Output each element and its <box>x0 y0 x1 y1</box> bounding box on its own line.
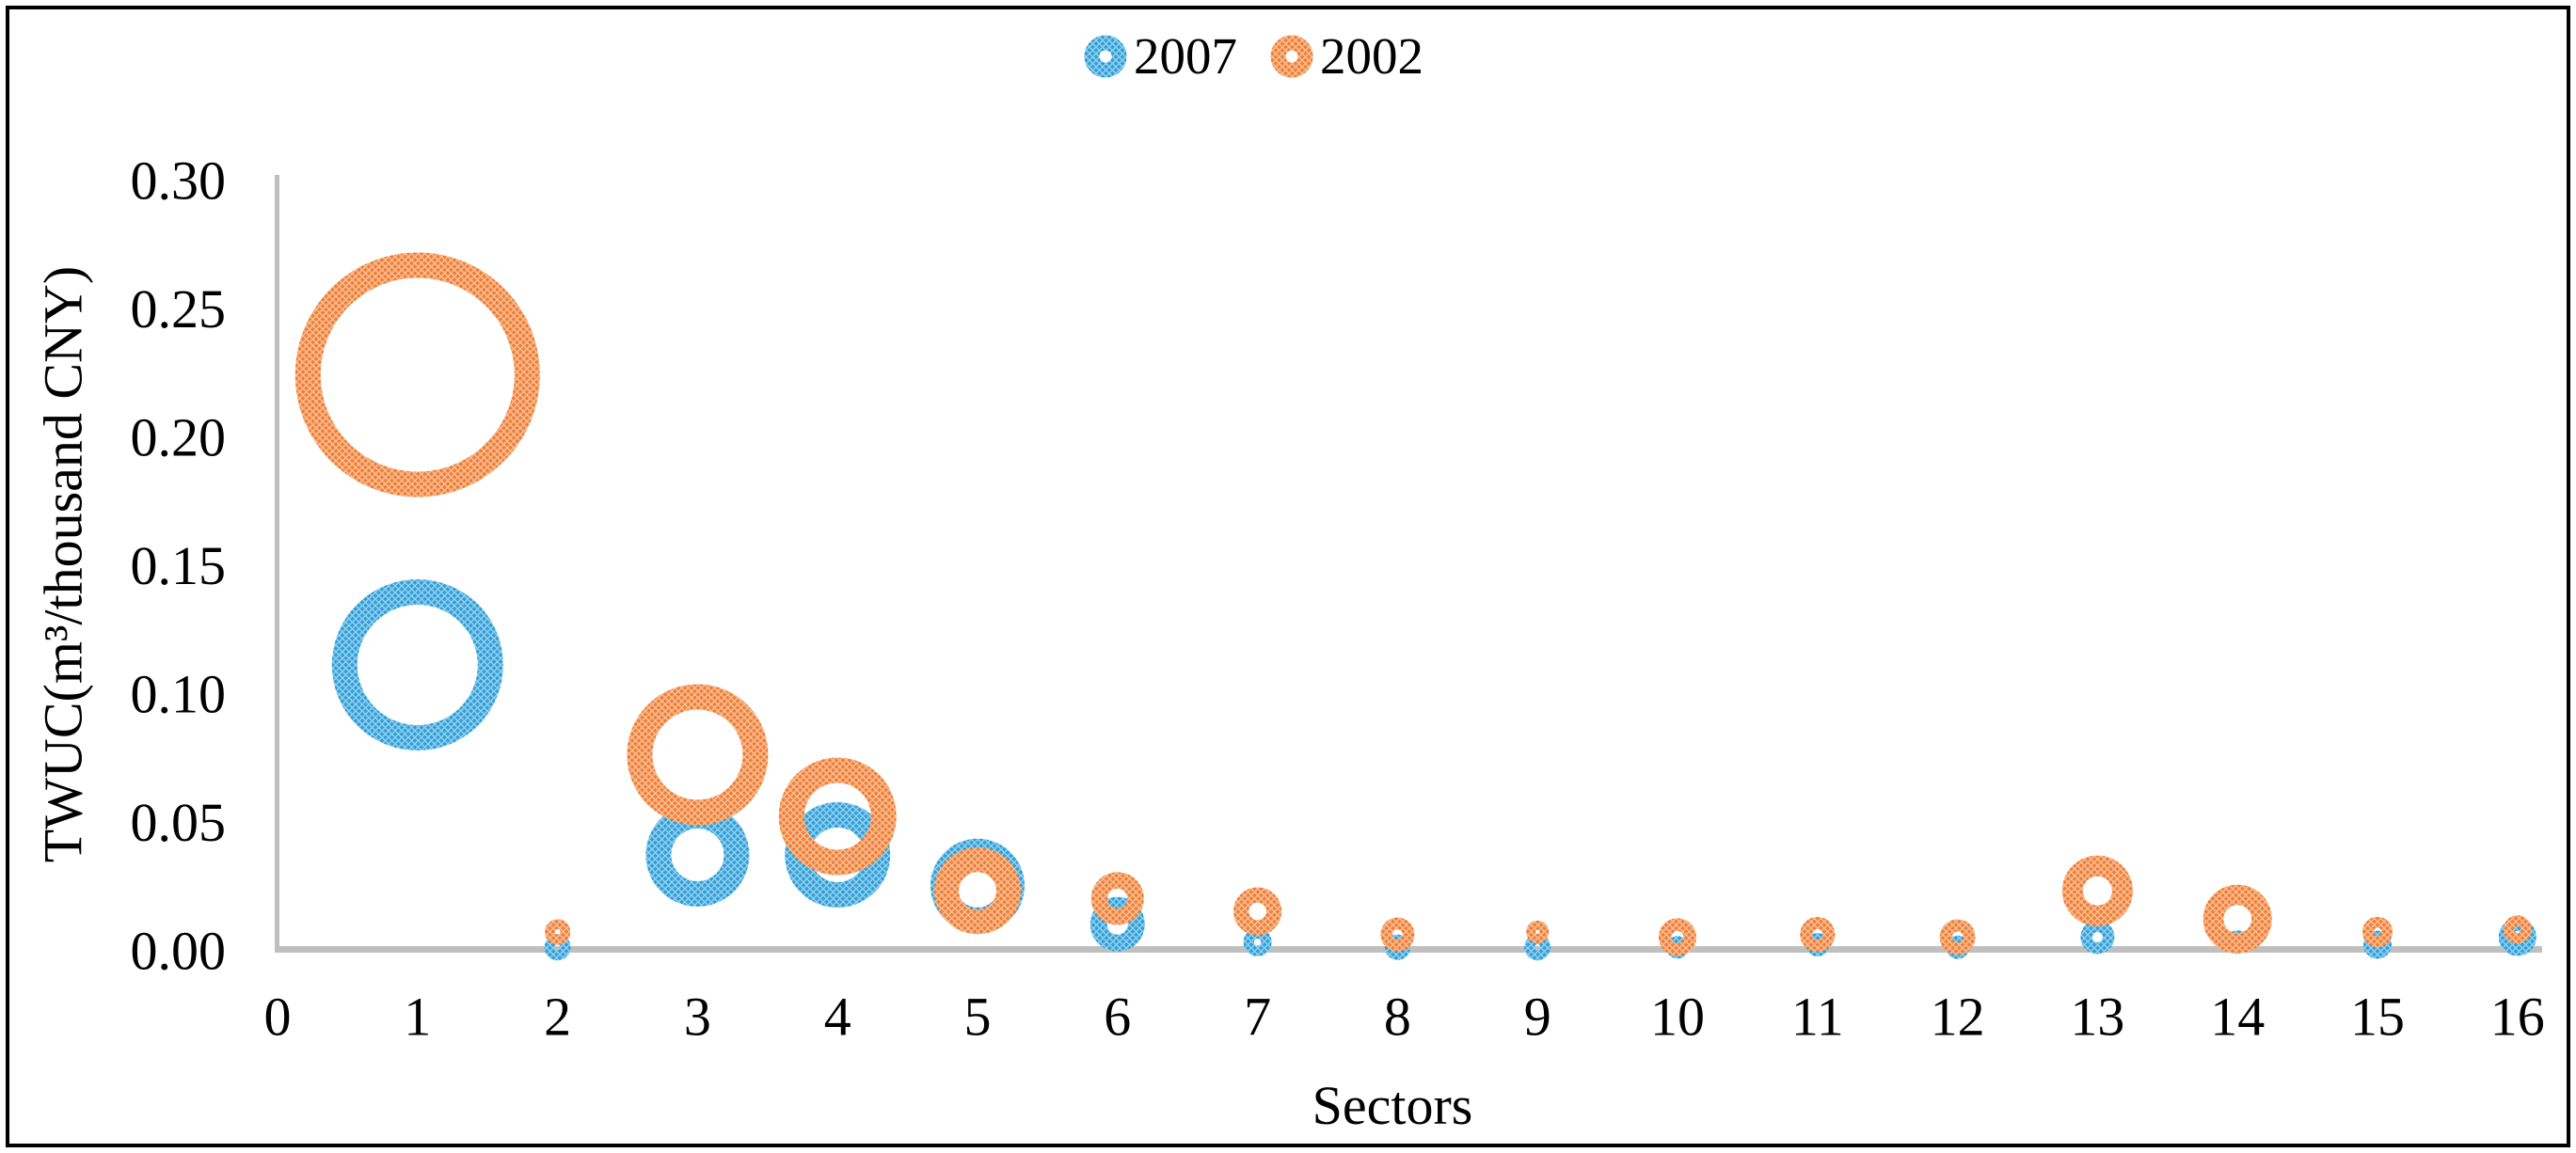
y-axis-line <box>275 175 279 952</box>
x-tick-labels: 0 1 2 3 4 5 6 7 8 9 10 11 12 13 14 15 16 <box>264 986 2545 1047</box>
bubble-2002-sector-16 <box>2503 915 2532 944</box>
x-tick-label: 5 <box>964 986 992 1047</box>
x-tick-label: 15 <box>2350 986 2405 1047</box>
legend-item-2007: 2007 <box>1083 26 1237 86</box>
x-tick-label: 9 <box>1524 986 1551 1047</box>
y-tick-label: 0.30 <box>131 150 227 211</box>
y-tick-label: 0.05 <box>131 792 227 853</box>
bubble-2002-sector-5 <box>933 847 1022 935</box>
x-tick-label: 8 <box>1384 986 1411 1047</box>
bubble-2007-sector-6 <box>1089 896 1145 952</box>
x-tick-label: 3 <box>684 986 711 1047</box>
legend-label-2002: 2002 <box>1320 27 1423 85</box>
x-tick-label: 13 <box>2070 986 2124 1047</box>
legend-item-2002: 2002 <box>1269 26 1423 86</box>
x-tick-label: 7 <box>1244 986 1271 1047</box>
bubble-2002-sector-14 <box>2202 884 2272 954</box>
x-tick-label: 6 <box>1104 986 1131 1047</box>
bubble-2002-sector-10 <box>1659 918 1697 956</box>
bubble-2002-sector-2 <box>545 919 571 945</box>
bubble-2007-sector-13 <box>2080 920 2115 955</box>
bubble-2007-sector-15 <box>2363 930 2393 959</box>
y-tick-label: 0.00 <box>131 920 227 981</box>
x-tick-label: 4 <box>824 986 851 1047</box>
x-tick-label: 16 <box>2490 986 2545 1047</box>
y-tick-label: 0.15 <box>131 535 227 596</box>
legend-label-2007: 2007 <box>1134 27 1237 85</box>
x-axis-title: Sectors <box>1312 1075 1473 1136</box>
bubble-2007-sector-1 <box>331 579 503 750</box>
y-tick-label: 0.25 <box>131 278 227 340</box>
legend: 2007 2002 <box>0 26 2506 86</box>
y-tick-label: 0.10 <box>131 663 227 724</box>
y-axis-title: TWUC(m³/thousand CNY) <box>32 265 94 863</box>
y-tick-label: 0.20 <box>131 406 227 467</box>
bubble-2002-sector-9 <box>1526 920 1550 943</box>
x-tick-label: 1 <box>404 986 431 1047</box>
x-tick-label: 10 <box>1650 986 1705 1047</box>
x-tick-label: 14 <box>2210 986 2265 1047</box>
series-2002-bubbles <box>294 252 2532 956</box>
x-tick-label: 12 <box>1931 986 1985 1047</box>
bubble-2002-sector-7 <box>1233 887 1282 936</box>
bubble-2002-sector-6 <box>1090 872 1144 925</box>
bubble-2002-sector-13 <box>2061 855 2133 926</box>
series-2007-bubbles <box>331 579 2536 961</box>
bubble-2002-sector-15 <box>2361 916 2393 947</box>
bubble-2007-sector-7 <box>1243 927 1272 956</box>
y-tick-labels: 0.00 0.05 0.10 0.15 0.20 0.25 0.30 <box>131 150 227 981</box>
bubble-2007-sector-3 <box>645 803 750 907</box>
bubble-2002-sector-11 <box>1800 917 1836 953</box>
legend-marker-2002-icon <box>1270 35 1313 77</box>
bubble-2002-sector-1 <box>294 252 540 498</box>
bubble-2002-sector-8 <box>1380 917 1415 952</box>
x-tick-label: 0 <box>264 986 292 1047</box>
bubble-2002-sector-3 <box>627 684 769 826</box>
x-tick-label: 11 <box>1791 986 1844 1047</box>
legend-marker-2007-icon <box>1084 35 1127 77</box>
bubble-2002-sector-12 <box>1939 919 1976 956</box>
x-tick-label: 2 <box>544 986 571 1047</box>
bubble-2002-sector-4 <box>778 757 897 876</box>
